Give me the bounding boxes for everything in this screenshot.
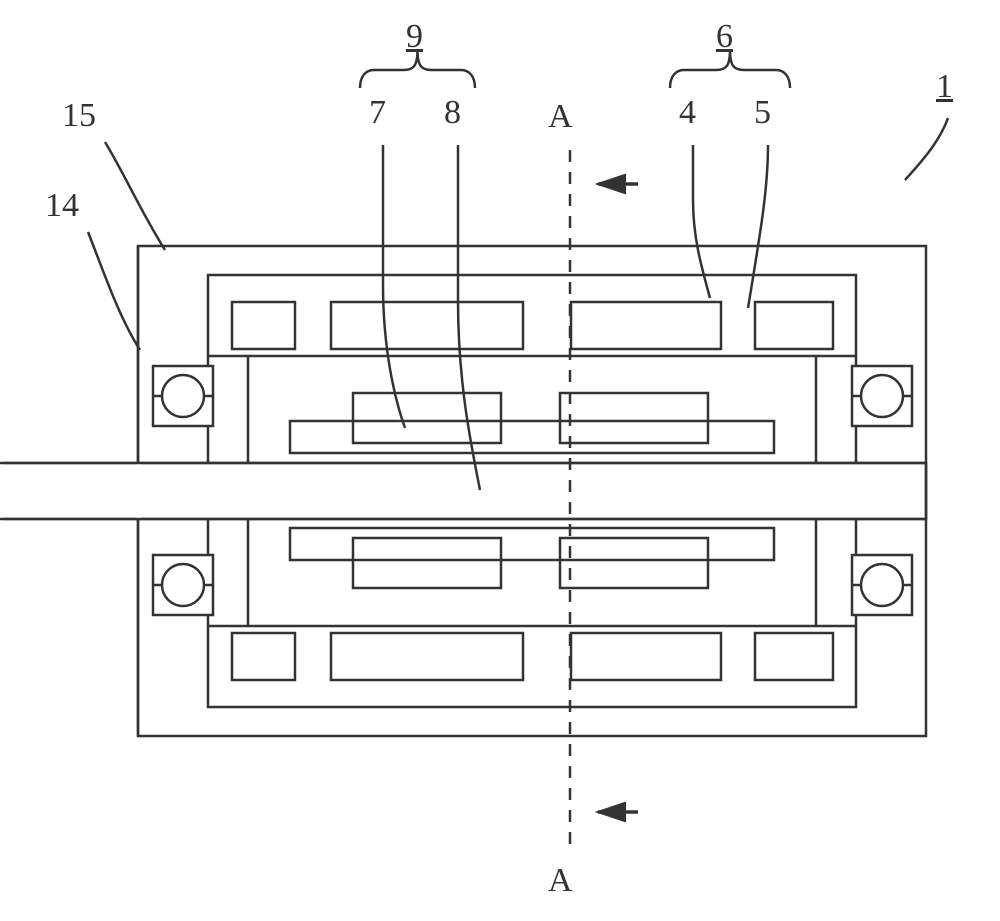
- rotor-core-bottom: [290, 528, 774, 560]
- label-8: 8: [444, 94, 461, 132]
- magnet-bottom-0: [232, 633, 295, 680]
- label-9: 9: [406, 18, 423, 56]
- leader-l7: [383, 145, 405, 428]
- magnet-top-0: [232, 302, 295, 349]
- shaft-exit-mask-housing: [136, 464, 142, 518]
- label-5: 5: [754, 94, 771, 132]
- coil-top-1: [560, 393, 708, 443]
- leader-l14: [88, 232, 140, 350]
- label-14: 14: [45, 187, 79, 225]
- leader-l1: [905, 118, 948, 180]
- magnet-top-3: [755, 302, 833, 349]
- shaft-open-left-mask: [0, 461, 4, 521]
- label-1: 1: [936, 68, 953, 106]
- coil-bottom-0: [353, 538, 501, 588]
- leader-l5: [748, 145, 768, 308]
- leader-l8: [458, 145, 480, 490]
- label-6: 6: [716, 18, 733, 56]
- rotor-core-top: [290, 421, 774, 453]
- coil-top-0: [353, 393, 501, 443]
- label-4: 4: [679, 94, 696, 132]
- section-label-a-top: A: [548, 98, 573, 136]
- magnet-bottom-1: [331, 633, 523, 680]
- label-7: 7: [369, 94, 386, 132]
- magnet-top-2: [571, 302, 721, 349]
- magnet-bottom-3: [755, 633, 833, 680]
- magnet-bottom-2: [571, 633, 721, 680]
- magnet-top-1: [331, 302, 523, 349]
- coil-bottom-1: [560, 538, 708, 588]
- motor-cross-section-diagram: [0, 0, 1000, 921]
- section-label-a-bottom: A: [548, 862, 573, 900]
- leader-l15: [105, 142, 165, 250]
- label-15: 15: [62, 97, 96, 135]
